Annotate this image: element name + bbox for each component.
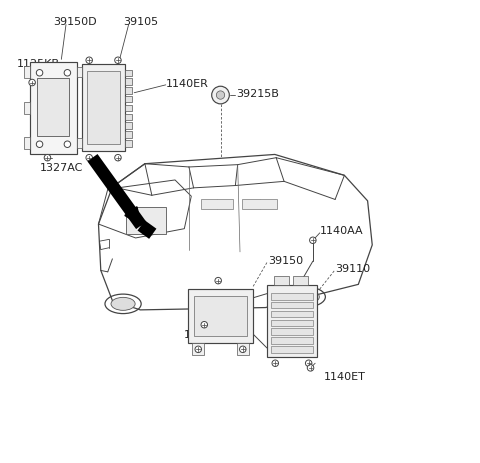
- Circle shape: [195, 346, 202, 353]
- Bar: [125, 88, 132, 94]
- Circle shape: [216, 92, 225, 100]
- Bar: [271, 302, 313, 309]
- Bar: [77, 68, 82, 78]
- Circle shape: [215, 278, 221, 284]
- Bar: [24, 138, 30, 150]
- Bar: [125, 70, 132, 77]
- Text: 39150: 39150: [268, 255, 303, 265]
- Ellipse shape: [295, 291, 319, 304]
- Circle shape: [64, 142, 71, 148]
- Polygon shape: [125, 207, 141, 226]
- Bar: [125, 106, 132, 112]
- Circle shape: [64, 70, 71, 77]
- Text: 1140ET: 1140ET: [324, 371, 365, 381]
- Bar: [125, 79, 132, 86]
- Bar: [201, 200, 233, 209]
- Text: 1327AC: 1327AC: [39, 163, 83, 173]
- Circle shape: [212, 87, 229, 105]
- Circle shape: [310, 238, 316, 244]
- Bar: [274, 276, 289, 286]
- Bar: [82, 65, 125, 152]
- Bar: [267, 286, 317, 357]
- Bar: [125, 123, 132, 130]
- Circle shape: [240, 346, 246, 353]
- Circle shape: [44, 155, 51, 162]
- Bar: [125, 141, 132, 147]
- Bar: [271, 294, 313, 300]
- Circle shape: [86, 58, 93, 64]
- Bar: [242, 199, 277, 209]
- Text: 39150D: 39150D: [53, 17, 97, 27]
- Circle shape: [115, 155, 121, 162]
- Circle shape: [36, 142, 43, 148]
- Bar: [30, 63, 77, 155]
- Bar: [87, 72, 120, 145]
- Circle shape: [272, 360, 278, 367]
- Text: 1140AA: 1140AA: [320, 225, 363, 236]
- Bar: [37, 79, 69, 137]
- Text: 39215B: 39215B: [236, 88, 279, 99]
- Bar: [125, 132, 132, 138]
- Ellipse shape: [111, 298, 135, 311]
- Bar: [188, 289, 253, 344]
- Circle shape: [29, 80, 36, 87]
- Bar: [24, 103, 30, 115]
- Bar: [271, 338, 313, 344]
- Text: 1140ER: 1140ER: [166, 78, 209, 88]
- Bar: [125, 114, 132, 121]
- Circle shape: [307, 365, 314, 371]
- Text: 39110: 39110: [335, 263, 370, 274]
- Bar: [293, 276, 308, 286]
- Bar: [24, 67, 30, 79]
- Bar: [192, 344, 204, 356]
- Text: 1125KB: 1125KB: [16, 59, 60, 69]
- Circle shape: [36, 70, 43, 77]
- Bar: [237, 344, 249, 356]
- Bar: [193, 296, 247, 336]
- Text: 39105: 39105: [123, 17, 158, 27]
- Circle shape: [86, 155, 93, 162]
- Circle shape: [305, 360, 312, 367]
- Circle shape: [115, 58, 121, 64]
- Bar: [271, 320, 313, 326]
- Text: 1338AC: 1338AC: [184, 329, 228, 339]
- Bar: [271, 329, 313, 335]
- Circle shape: [201, 322, 207, 328]
- Bar: [77, 138, 82, 149]
- Bar: [271, 346, 313, 353]
- Bar: [126, 208, 166, 235]
- Bar: [271, 311, 313, 318]
- Bar: [125, 97, 132, 103]
